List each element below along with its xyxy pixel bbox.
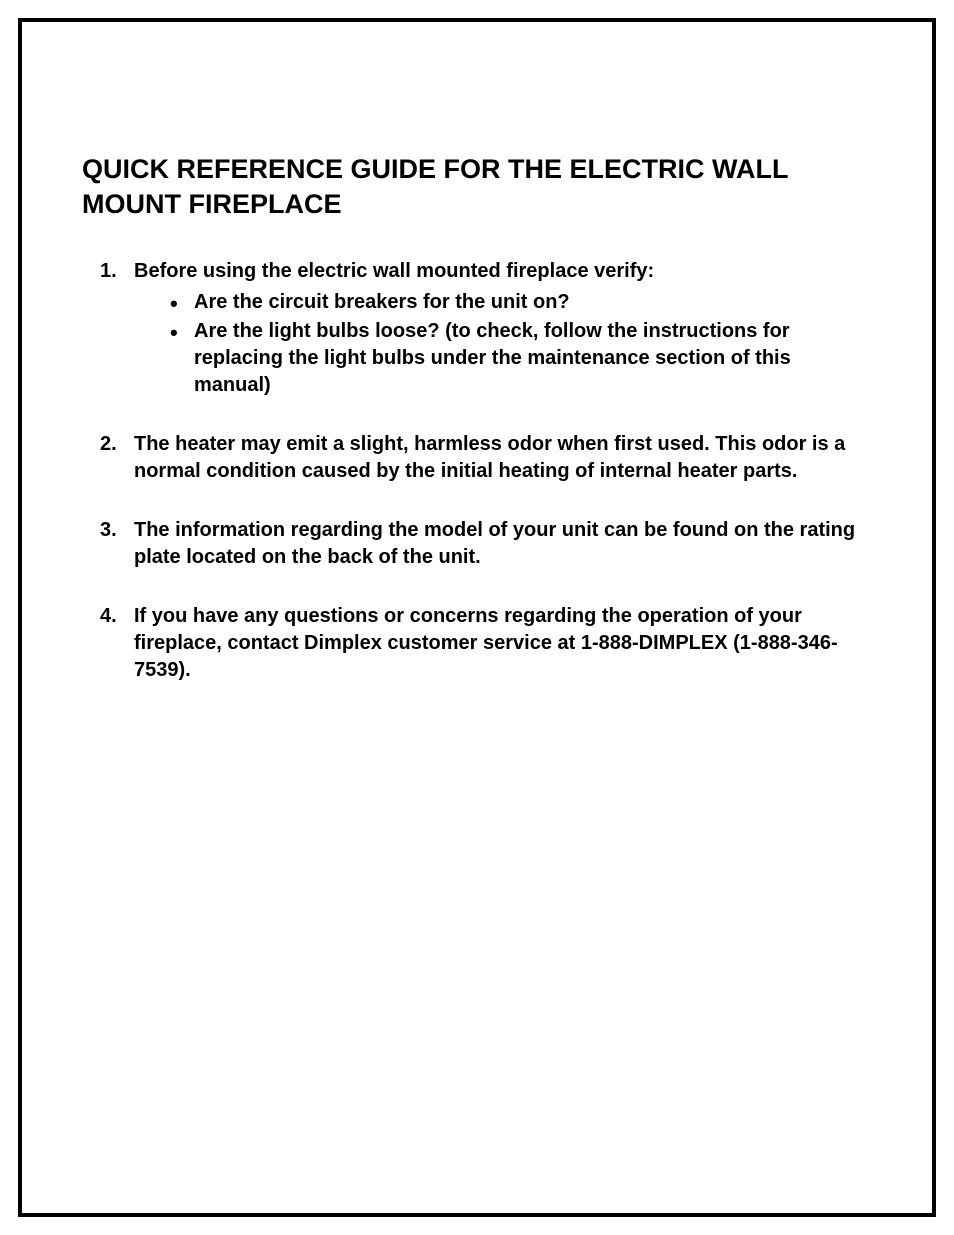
sub-list: Are the circuit breakers for the unit on… [134, 289, 872, 399]
list-item-text: If you have any questions or concerns re… [134, 605, 838, 681]
list-item: If you have any questions or concerns re… [82, 603, 872, 684]
list-item-text: The heater may emit a slight, harmless o… [134, 433, 845, 482]
document-title: QUICK REFERENCE GUIDE FOR THE ELECTRIC W… [82, 152, 872, 222]
list-item-text: The information regarding the model of y… [134, 519, 855, 568]
list-item-text: Before using the electric wall mounted f… [134, 260, 654, 282]
sub-item-text: Are the circuit breakers for the unit on… [194, 291, 570, 313]
list-item: The information regarding the model of y… [82, 517, 872, 571]
numbered-list: Before using the electric wall mounted f… [82, 258, 872, 684]
sub-list-item: Are the circuit breakers for the unit on… [134, 289, 872, 316]
list-item: The heater may emit a slight, harmless o… [82, 431, 872, 485]
page-frame: QUICK REFERENCE GUIDE FOR THE ELECTRIC W… [18, 18, 936, 1217]
list-item: Before using the electric wall mounted f… [82, 258, 872, 399]
sub-item-text: Are the light bulbs loose? (to check, fo… [194, 320, 791, 396]
sub-list-item: Are the light bulbs loose? (to check, fo… [134, 318, 872, 399]
